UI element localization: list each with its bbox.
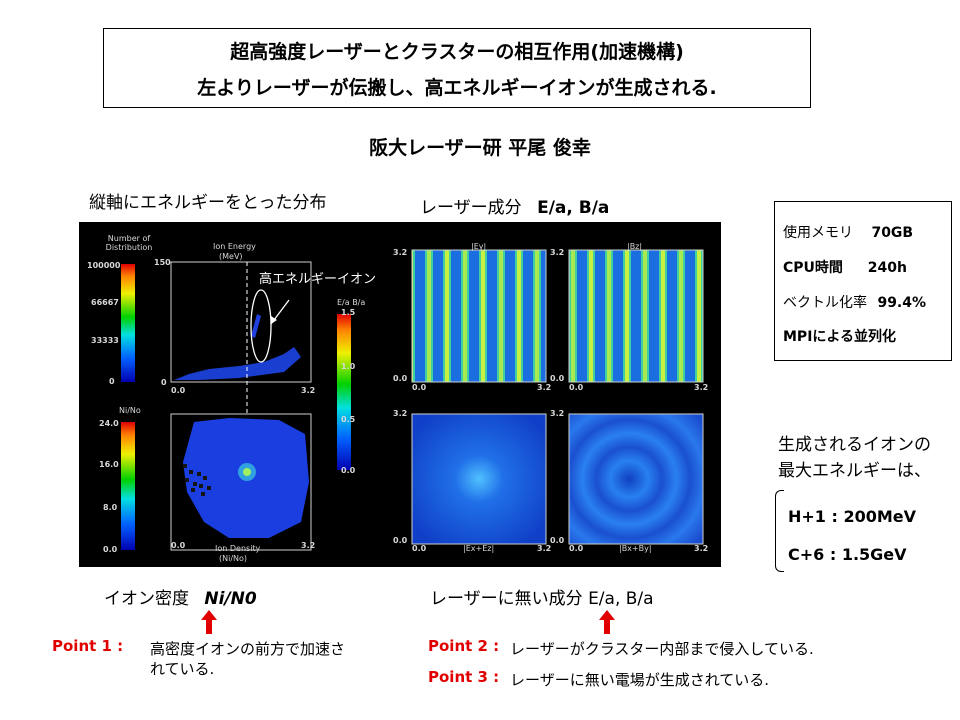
annotation-ellipse [250, 289, 272, 363]
bz-y1: 3.2 [550, 248, 565, 257]
ion-density-hotspot [243, 468, 251, 476]
low-density-dots [183, 464, 211, 496]
ion-energy-distribution [174, 347, 301, 380]
exez-x0: 0.0 [412, 544, 427, 553]
point-2-label: Point 2 : [428, 637, 500, 655]
caption-ion-density-prefix: イオン密度 [104, 589, 189, 609]
stat-cpu: CPU時間 240h [783, 257, 907, 277]
result-line-2: 最大エネルギーは、 [778, 461, 931, 481]
bxby-x1: 3.2 [694, 544, 709, 553]
cb1-tick-min: 0 [109, 377, 115, 386]
arrow-up-right [599, 610, 615, 634]
result-brace [775, 490, 784, 572]
bz-x1: 3.2 [694, 383, 709, 392]
high-energy-ions [251, 314, 261, 338]
point-3-label: Point 3 : [428, 668, 500, 686]
bxby-field-map [568, 413, 704, 545]
result-line-1: 生成されるイオンの [778, 435, 931, 455]
title-line-1: 超高強度レーザーとクラスターの相互作用(加速機構) [230, 41, 684, 63]
bz-label: |Bz| [627, 242, 643, 251]
stat-cpu-label: CPU時間 [783, 260, 843, 276]
annotation-high-energy-ions: 高エネルギーイオン [259, 272, 377, 287]
cb2-tick-min: 0.0 [103, 545, 118, 554]
exez-x1: 3.2 [537, 544, 552, 553]
stat-vectorization: ベクトル化率 99.4% [783, 292, 926, 312]
colorbar-distribution-title: Number of Distribution [105, 234, 153, 252]
colorbar-distribution [121, 264, 135, 382]
cb2-tick-3: 8.0 [103, 503, 118, 512]
ion-energy-ymin: 0 [161, 378, 167, 387]
stat-mpi: MPIによる並列化 [783, 329, 896, 345]
ion-energy-x0: 0.0 [171, 386, 186, 395]
stat-memory-label: 使用メモリ [783, 225, 853, 241]
stat-vectorization-value: 99.4% [877, 295, 927, 311]
point-1-text-line-2: れている. [150, 660, 215, 678]
caption-laser-prefix: レーザー成分 [420, 198, 522, 218]
exez-y0: 0.0 [393, 536, 408, 545]
ion-density-unit: (Ni/No) [219, 554, 248, 563]
cb1-tick-2: 66667 [91, 298, 119, 307]
title-box: 超高強度レーザーとクラスターの相互作用(加速機構) 左よりレーザーが伝搬し、高エ… [103, 28, 811, 108]
ion-energy-ymax: 150 [154, 258, 171, 267]
stat-memory: 使用メモリ 70GB [783, 222, 913, 242]
result-hydrogen: H+1 : 200MeV [788, 507, 917, 526]
exez-y1: 3.2 [393, 409, 408, 418]
simulation-panel: Number of Distribution 100000 66667 3333… [79, 222, 721, 567]
caption-laser-components: レーザー成分 E/a, B/a [420, 193, 609, 218]
ion-energy-x1: 3.2 [301, 386, 316, 395]
bz-x0: 0.0 [569, 383, 584, 392]
bxby-x0: 0.0 [569, 544, 584, 553]
colorbar-field [337, 314, 351, 470]
cb1-tick-3: 33333 [91, 336, 119, 345]
bz-field-map [568, 249, 704, 383]
caption-ion-density: イオン密度 Ni/N0 [104, 584, 257, 609]
ey-x0: 0.0 [412, 383, 427, 392]
ion-density-x0: 0.0 [171, 541, 186, 550]
stat-cpu-value: 240h [867, 260, 907, 276]
colorbar-density-title: Ni/No [119, 406, 141, 415]
colorbar-density [121, 422, 135, 550]
caption-non-laser-components: レーザーに無い成分 E/a, B/a [430, 589, 654, 609]
cb2-tick-2: 16.0 [99, 460, 119, 469]
point-2-text: レーザーがクラスター内部まで侵入している. [510, 640, 814, 658]
bz-y0: 0.0 [550, 374, 565, 383]
cb1-tick-max: 100000 [87, 261, 121, 270]
bxby-label: |Bx+By| [619, 544, 652, 553]
cb3-tick-max: 1.5 [341, 308, 356, 317]
stat-memory-value: 70GB [871, 225, 914, 241]
bxby-y0: 0.0 [550, 536, 565, 545]
stat-vectorization-label: ベクトル化率 [783, 295, 867, 311]
cb2-tick-max: 24.0 [99, 419, 119, 428]
author: 阪大レーザー研 平尾 俊幸 [369, 137, 591, 159]
bxby-y1: 3.2 [550, 409, 565, 418]
ey-y0: 0.0 [393, 374, 408, 383]
point-1-text-line-1: 高密度イオンの前方で加速さ [150, 640, 346, 658]
point-1-label: Point 1 : [52, 637, 124, 655]
ey-label: |Ey| [471, 242, 487, 251]
ey-y1: 3.2 [393, 248, 408, 257]
arrow-up-left [201, 610, 217, 634]
ion-energy-title: Ion Energy [213, 242, 256, 251]
result-carbon: C+6 : 1.5GeV [788, 545, 907, 564]
simulation-figure [121, 249, 704, 551]
annotation-arrowhead [271, 316, 277, 324]
exez-field-map [411, 413, 547, 545]
exez-label: |Ex+Ez| [463, 544, 495, 553]
point-3-text: レーザーに無い電場が生成されている. [510, 671, 770, 689]
cb3-tick-3: 0.5 [341, 415, 356, 424]
ey-x1: 3.2 [537, 383, 552, 392]
ion-energy-unit: (MeV) [219, 252, 243, 261]
ey-field-map [411, 249, 547, 383]
ion-density-title: Ion Density [215, 544, 261, 553]
compute-stats-box: 使用メモリ 70GB CPU時間 240h ベクトル化率 99.4% MPIによ… [774, 201, 952, 361]
title-line-2: 左よりレーザーが伝搬し、高エネルギーイオンが生成される. [197, 77, 717, 99]
caption-laser-formula: E/a, B/a [537, 198, 610, 218]
cb3-tick-2: 1.0 [341, 362, 356, 371]
caption-ion-density-formula: Ni/N0 [204, 589, 257, 609]
colorbar-field-title: E/a B/a [337, 298, 366, 307]
ion-density-x1: 3.2 [301, 541, 316, 550]
caption-energy-distribution: 縦軸にエネルギーをとった分布 [89, 193, 327, 213]
cb3-tick-min: 0.0 [341, 466, 356, 475]
